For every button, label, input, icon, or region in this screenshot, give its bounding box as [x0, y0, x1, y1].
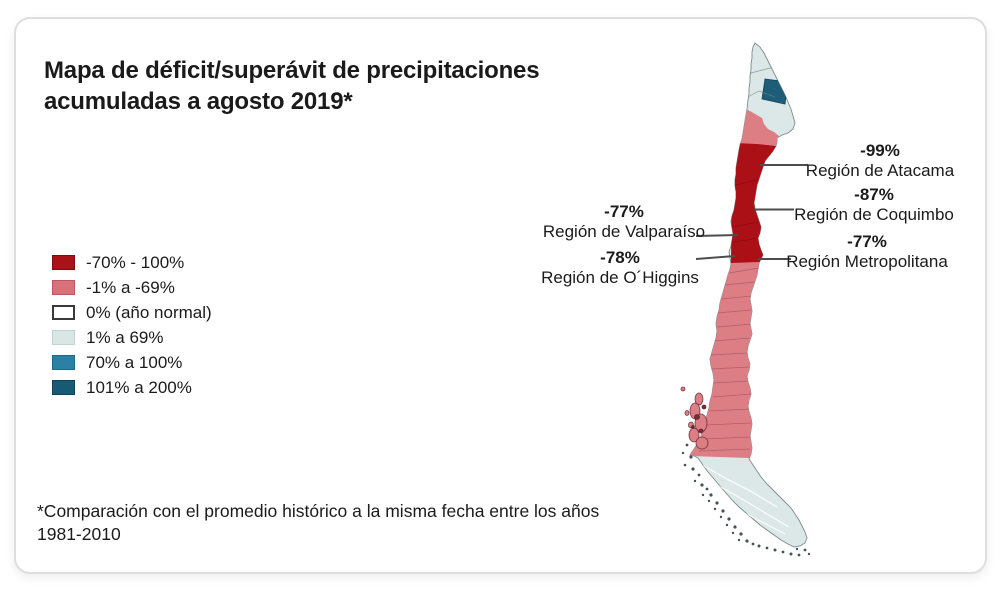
- archipelago-islands: [680, 386, 709, 450]
- leader-ohiggins: [695, 255, 736, 260]
- leader-valparaiso: [695, 234, 739, 237]
- leader-lines: [695, 164, 808, 260]
- legend-swatch-surplus-low: [52, 330, 75, 345]
- legend-label: -1% a -69%: [86, 277, 175, 297]
- region-borders-red: [731, 178, 762, 243]
- legend-label: 101% a 200%: [86, 377, 192, 397]
- annotation-coquimbo: -87% Región de Coquimbo: [769, 185, 979, 224]
- southern-islets: [681, 443, 811, 557]
- infographic-card: Mapa de déficit/superávit de precipitaci…: [14, 17, 987, 574]
- map-region-surplus-high: [761, 78, 789, 105]
- annotation-value: -99%: [860, 141, 900, 160]
- legend-label: 70% a 100%: [86, 352, 183, 372]
- legend-item: -70% - 100%: [52, 250, 212, 275]
- legend-item: 1% a 69%: [52, 325, 212, 350]
- annotation-region-name: Región Metropolitana: [786, 252, 948, 271]
- annotation-atacama: -99% Región de Atacama: [775, 141, 985, 180]
- footnote: *Comparación con el promedio histórico a…: [37, 501, 600, 544]
- legend-swatch-surplus-high: [52, 380, 75, 395]
- annotation-value: -78%: [600, 248, 640, 267]
- legend-item: 70% a 100%: [52, 350, 212, 375]
- annotation-region-name: Región de Valparaíso: [542, 222, 706, 241]
- region-borders-north: [743, 66, 776, 100]
- legend-swatch-deficit-severe: [52, 255, 75, 270]
- legend-item: 0% (año normal): [52, 300, 212, 325]
- annotation-value: -77%: [604, 202, 644, 221]
- legend-label: -70% - 100%: [86, 252, 185, 272]
- legend-label: 1% a 69%: [86, 327, 164, 347]
- annotation-region-name: Región de Atacama: [805, 161, 955, 180]
- legend-item: -1% a -69%: [52, 275, 212, 300]
- annotation-value: -77%: [847, 232, 887, 251]
- legend-swatch-surplus-mid: [52, 355, 75, 370]
- legend-swatch-deficit-moderate: [52, 280, 75, 295]
- annotation-ohiggins: -78% Región de O´Higgins: [515, 248, 725, 287]
- legend-item: 101% a 200%: [52, 375, 212, 400]
- annotation-valparaiso: -77% Región de Valparaíso: [519, 202, 729, 241]
- chile-map: [680, 42, 811, 557]
- annotation-value: -87%: [854, 185, 894, 204]
- annotation-region-name: Región de Coquimbo: [794, 205, 954, 224]
- map-region-deficit-north: [735, 105, 779, 146]
- legend-label: 0% (año normal): [86, 302, 212, 322]
- region-borders-south: [698, 267, 760, 452]
- annotation-region-name: Región de O´Higgins: [541, 268, 699, 287]
- legend-swatch-normal: [52, 305, 75, 320]
- page-title: Mapa de déficit/superávit de precipitaci…: [44, 57, 540, 115]
- annotation-metropolitana: -77% Región Metropolitana: [762, 232, 972, 271]
- legend: -70% - 100% -1% a -69% 0% (año normal) 1…: [52, 250, 212, 400]
